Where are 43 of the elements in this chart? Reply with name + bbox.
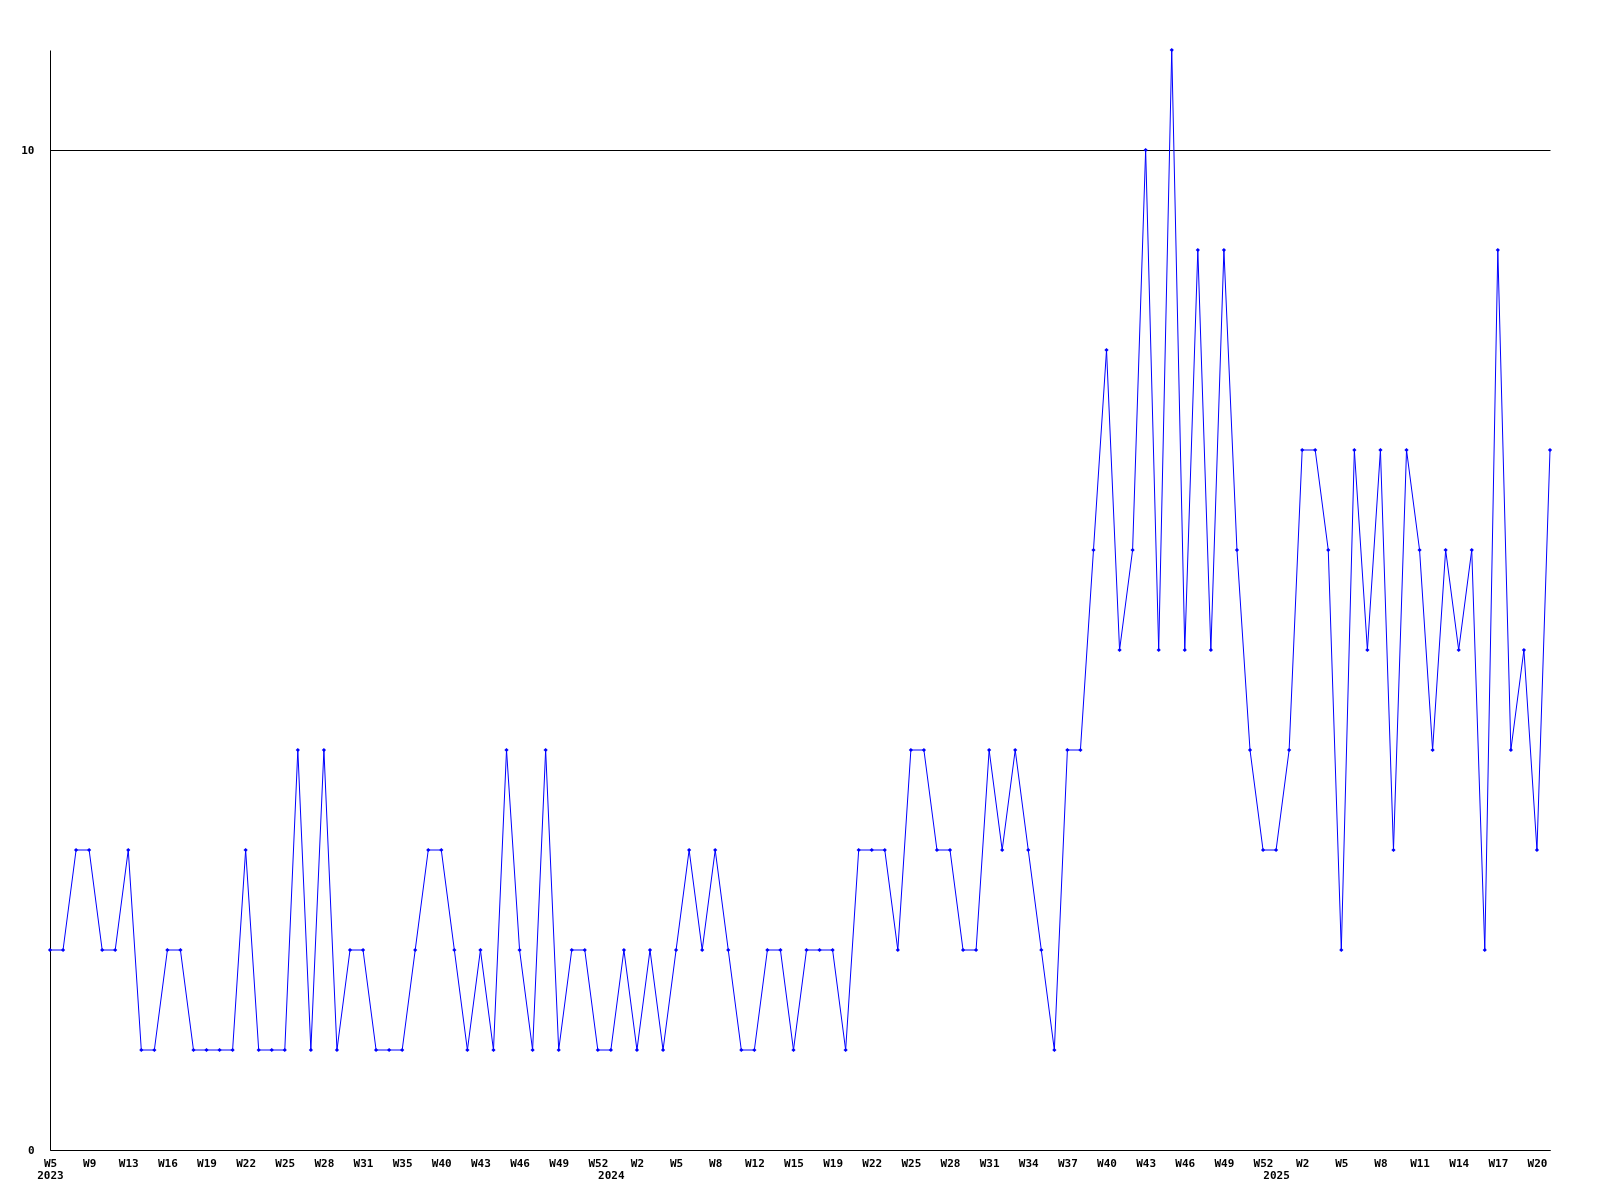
x-tick-label: W8 bbox=[1374, 1156, 1388, 1170]
x-tick-label: W31 bbox=[979, 1156, 1000, 1170]
x-tick-label: W37 bbox=[1057, 1156, 1078, 1170]
x-tick-label: W46 bbox=[510, 1156, 531, 1170]
x-tick-label: W16 bbox=[157, 1156, 179, 1170]
x-tick-label: W40 bbox=[431, 1156, 452, 1170]
x-tick-label: W5 bbox=[669, 1156, 684, 1170]
x-tick-label: W19 bbox=[197, 1156, 217, 1170]
x-tick-label: W25 bbox=[901, 1156, 922, 1170]
x-tick-label: W2 bbox=[630, 1156, 645, 1170]
x-tick-label: W40 bbox=[1097, 1156, 1117, 1170]
x-tick-label: W22 bbox=[236, 1156, 257, 1170]
x-tick-label: W20 bbox=[1527, 1156, 1548, 1170]
y-tick-label: 10 bbox=[21, 143, 35, 157]
x-tick-label: W43 bbox=[471, 1156, 491, 1170]
x-tick-label: W34 bbox=[1018, 1156, 1040, 1170]
x-tick-label: W9 bbox=[83, 1156, 97, 1170]
x-tick-label: W8 bbox=[709, 1156, 723, 1170]
x-tick-label: W12 bbox=[744, 1156, 765, 1170]
x-tick-label: W28 bbox=[940, 1156, 961, 1170]
x-tick-label: W49 bbox=[1214, 1156, 1235, 1170]
x-tick-label: W22 bbox=[862, 1156, 883, 1170]
x-tick-label: W25 bbox=[275, 1156, 296, 1170]
x-tick-label: W14 bbox=[1449, 1156, 1470, 1170]
x-tick-label: W43 bbox=[1136, 1156, 1157, 1170]
x-tick-label: W49 bbox=[549, 1156, 570, 1170]
x-tick-label: 2025 bbox=[1263, 1168, 1290, 1182]
x-tick-label: W46 bbox=[1175, 1156, 1196, 1170]
x-tick-label: W52 bbox=[588, 1156, 609, 1170]
x-tick-label: W2 bbox=[1296, 1156, 1310, 1170]
x-tick-label: W52 bbox=[1253, 1156, 1274, 1170]
x-tick-label: W5 bbox=[1335, 1156, 1349, 1170]
x-tick-label: W5 2023 bbox=[37, 1156, 64, 1182]
x-tick-label: W17 bbox=[1488, 1156, 1509, 1170]
x-tick-label: W35 bbox=[392, 1156, 413, 1170]
x-tick-label: W11 bbox=[1410, 1156, 1431, 1170]
y-tick-label: 0 bbox=[27, 1143, 35, 1157]
x-tick-label: W31 bbox=[353, 1156, 374, 1170]
x-tick-label: W15 bbox=[784, 1156, 804, 1170]
x-tick-label: W19 bbox=[823, 1156, 844, 1170]
x-tick-label: W28 bbox=[314, 1156, 335, 1170]
x-tick-label: W13 bbox=[118, 1156, 139, 1170]
x-tick-label: 2024 bbox=[598, 1168, 625, 1182]
